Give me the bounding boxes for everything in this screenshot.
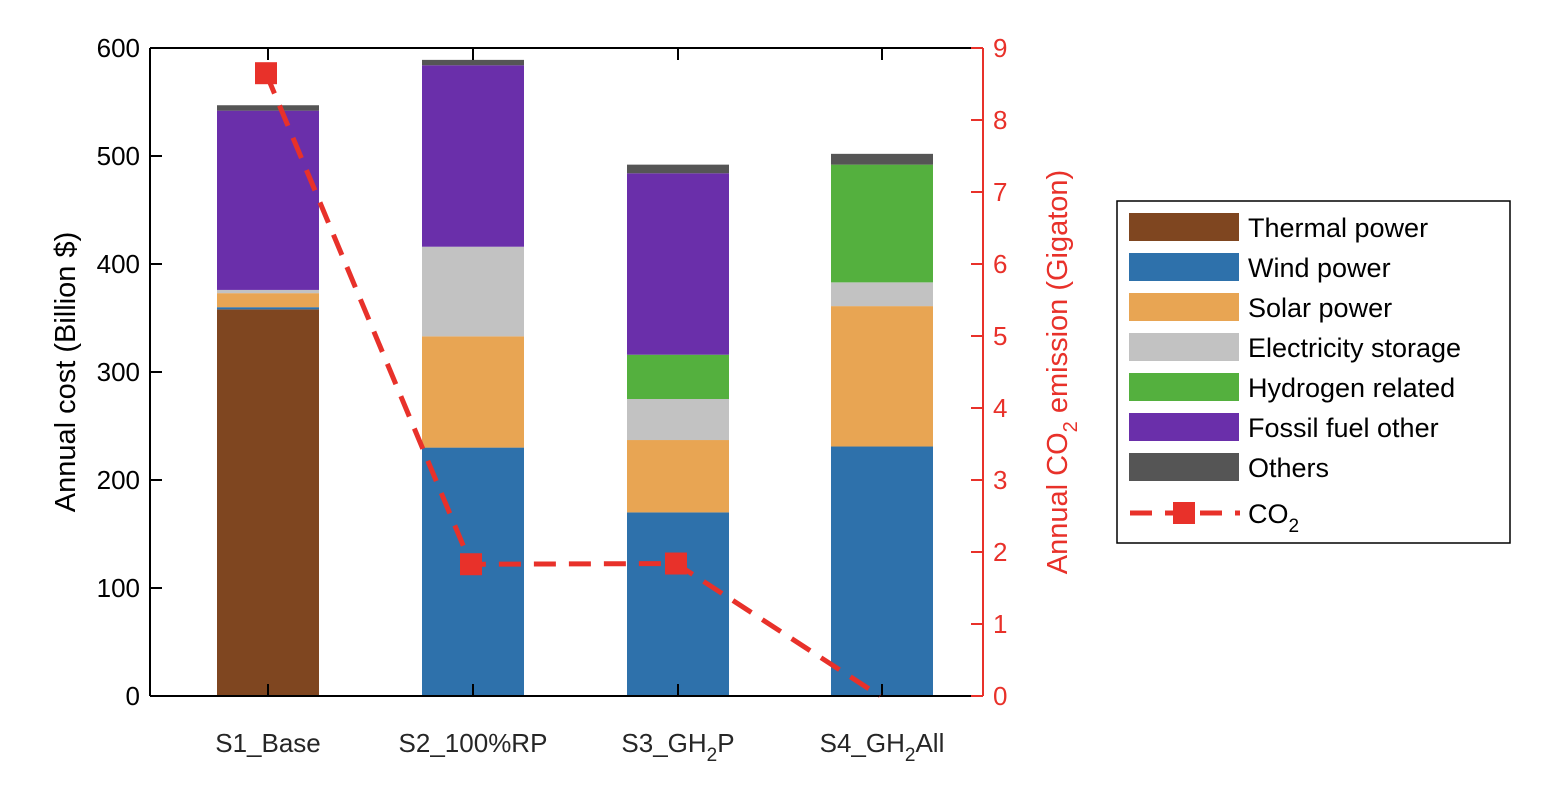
category-label-sub: 2 <box>905 745 916 766</box>
co2-marker-1 <box>255 62 277 85</box>
bar-segment-2-series-6 <box>422 65 524 247</box>
category-label-base: S3_GH <box>621 728 706 758</box>
category-label-base: S2_100%RP <box>399 728 548 758</box>
legend-label-3: Solar power <box>1248 293 1392 323</box>
right-tick-label-5: 5 <box>993 321 1007 351</box>
co2-line-layer <box>255 62 882 699</box>
category-labels: S1_Base S2_100%RP S3_GH2P S4_GH2All <box>215 728 944 766</box>
category-label-base: S1_Base <box>215 728 321 758</box>
right-tick-label-6: 6 <box>993 249 1007 279</box>
legend-co2-marker <box>1173 502 1195 524</box>
category-label-4: S4_GH2All <box>820 728 945 766</box>
right-tick-label-4: 4 <box>993 393 1007 423</box>
legend-label-6: Fossil fuel other <box>1248 413 1439 443</box>
bar-segment-1-series-4 <box>217 289 319 294</box>
legend-swatch-1 <box>1129 213 1239 241</box>
legend-label-1: Thermal power <box>1248 213 1428 243</box>
right-axis-title: Annual CO2 emission (Gigaton) <box>1042 170 1082 574</box>
legend-swatch-7 <box>1129 453 1239 481</box>
right-axis-title-sub: 2 <box>1060 421 1082 432</box>
bar-segment-1-series-3 <box>217 293 319 308</box>
right-axis-ticks: 0 1 2 3 4 5 6 7 8 9 <box>971 33 1007 711</box>
bar-segment-3-series-5 <box>627 354 729 399</box>
legend-label-2: Wind power <box>1248 253 1391 283</box>
right-tick-label-9: 9 <box>993 33 1007 63</box>
legend-swatch-5 <box>1129 373 1239 401</box>
category-label-2: S2_100%RP <box>399 728 548 758</box>
legend-swatch-6 <box>1129 413 1239 441</box>
legend-label-co2: CO2 <box>1248 499 1299 537</box>
category-label-3: S3_GH2P <box>621 728 734 766</box>
category-label-1: S1_Base <box>215 728 321 758</box>
bar-segment-4-series-5 <box>831 164 933 283</box>
bar-segment-2-series-4 <box>422 246 524 337</box>
bar-segment-4-series-3 <box>831 306 933 447</box>
co2-marker-2 <box>460 553 482 576</box>
bar-segment-4-series-4 <box>831 282 933 307</box>
co2-line <box>263 72 882 699</box>
right-tick-label-1: 1 <box>993 609 1007 639</box>
legend-swatch-4 <box>1129 333 1239 361</box>
bar-segment-3-series-7 <box>627 164 729 174</box>
left-tick-label-500: 500 <box>97 141 140 171</box>
bar-segment-3-series-4 <box>627 399 729 441</box>
bar-segment-4-series-7 <box>831 153 933 165</box>
bar-segment-4-series-2 <box>831 446 933 696</box>
category-label-tail: P <box>717 728 734 758</box>
bar-segment-1-series-6 <box>217 110 319 290</box>
co2-marker-3 <box>665 552 687 575</box>
right-axis-title-pre: Annual CO <box>1042 432 1074 574</box>
bar-segment-3-series-2 <box>627 512 729 696</box>
right-tick-label-7: 7 <box>993 177 1007 207</box>
right-tick-label-0: 0 <box>993 681 1007 711</box>
bar-segment-3-series-3 <box>627 440 729 513</box>
bar-segment-2-series-7 <box>422 59 524 66</box>
left-axis-ticks: 0 100 200 300 400 500 600 <box>97 33 162 711</box>
category-label-tail: All <box>915 728 944 758</box>
bar-segment-3-series-6 <box>627 173 729 355</box>
left-tick-label-200: 200 <box>97 465 140 495</box>
legend-label-7: Others <box>1248 453 1329 483</box>
category-label-sub: 2 <box>707 745 718 766</box>
left-tick-label-300: 300 <box>97 357 140 387</box>
bar-segment-2-series-3 <box>422 336 524 448</box>
right-axis-title-post: emission (Gigaton) <box>1042 170 1074 421</box>
right-tick-label-8: 8 <box>993 105 1007 135</box>
left-tick-label-400: 400 <box>97 249 140 279</box>
legend-swatch-3 <box>1129 293 1239 321</box>
bar-segment-1-series-7 <box>217 105 319 111</box>
category-label-base: S4_GH <box>820 728 905 758</box>
left-tick-label-100: 100 <box>97 573 140 603</box>
bar-segment-1-series-2 <box>217 307 319 310</box>
bar-segment-1-series-1 <box>217 309 319 696</box>
left-axis-title: Annual cost (Billion $) <box>50 232 82 512</box>
legend-swatch-2 <box>1129 253 1239 281</box>
left-tick-label-0: 0 <box>126 681 140 711</box>
legend-label-4: Electricity storage <box>1248 333 1461 363</box>
right-tick-label-2: 2 <box>993 537 1007 567</box>
legend-label-5: Hydrogen related <box>1248 373 1455 403</box>
legend-co2-sub: 2 <box>1289 516 1300 537</box>
left-tick-label-600: 600 <box>97 33 140 63</box>
legend: Thermal power Wind power Solar power Electr… <box>1116 200 1511 544</box>
right-tick-label-3: 3 <box>993 465 1007 495</box>
legend-co2-base: CO <box>1248 499 1289 529</box>
bars-layer <box>217 59 933 696</box>
